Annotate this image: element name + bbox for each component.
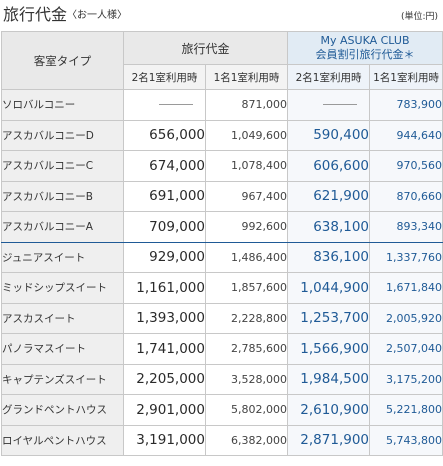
table-row: ジュニアスイート 929,000 1,486,400 836,100 1,337,760 [1,241,443,273]
price-two-person-cell: 1,393,000 [123,302,206,334]
member-price-two-person-cell: 638,100 [287,211,371,243]
header-room-type: 客室タイプ [1,31,124,90]
price-two-person-cell: 929,000 [123,241,206,273]
room-type-cell: ロイヤルペントハウス [1,424,124,456]
member-price-label: 会員割引旅行代金＊ [315,48,415,61]
member-price-one-person-cell: 2,507,040 [369,333,443,365]
subheader-member-two-person: 2名1室利用時 [287,64,371,90]
member-price-one-person-cell: 1,337,760 [369,241,443,273]
member-price-two-person-cell: 2,871,900 [287,424,371,456]
room-type-cell: ソロバルコニー [1,89,124,121]
member-price-two-person-cell: 606,600 [287,150,371,182]
price-one-person-cell: 2,785,600 [204,333,289,365]
room-type-cell: ジュニアスイート [1,241,124,273]
table-row: アスカバルコニーD 656,000 1,049,600 590,400 944,640 [1,119,443,151]
price-two-person-cell: 674,000 [123,150,206,182]
member-price-one-person-cell: 5,743,800 [369,424,443,456]
subheader-member-one-person: 1名1室利用時 [369,64,443,90]
member-price-one-person-cell: 944,640 [369,119,443,151]
table-row: キャプテンズスイート 2,205,000 3,528,000 1,984,500 3,1… [1,363,443,395]
member-price-one-person-cell: 1,671,840 [369,272,443,304]
price-one-person-cell: 3,528,000 [204,363,289,395]
price-one-person-cell: 1,857,600 [204,272,289,304]
table-row: ロイヤルペントハウス 3,191,000 6,382,000 2,871,900 5,7… [1,424,443,456]
not-available-dash [159,104,193,106]
member-price-one-person-cell: 870,660 [369,180,443,212]
price-table: 客室タイプ 旅行代金 My ASUKA CLUB 会員割引旅行代金＊ 2名1室利… [1,31,443,456]
member-price-two-person-cell: 1,984,500 [287,363,371,395]
member-price-one-person-cell: 5,221,800 [369,394,443,426]
table-row: ソロバルコニー 871,000 783,900 [1,89,443,121]
table-row: グランドペントハウス 2,901,000 5,802,000 2,610,900 5,2… [1,394,443,426]
room-type-cell: アスカスイート [1,302,124,334]
unit-note: (単位:円) [400,12,438,22]
price-two-person-cell: 656,000 [123,119,206,151]
page-subtitle: 〈お一人様〉 [67,10,127,21]
subheader-one-person: 1名1室利用時 [204,64,289,90]
member-price-two-person-cell: 2,610,900 [287,394,371,426]
member-price-one-person-cell: 3,175,200 [369,363,443,395]
table-row: アスカバルコニーA 709,000 992,600 638,100 893,340 [1,211,443,243]
table-row: アスカスイート 1,393,000 2,228,800 1,253,700 2,005,… [1,302,443,334]
member-price-one-person-cell: 2,005,920 [369,302,443,334]
price-one-person-cell: 1,078,400 [204,150,289,182]
room-type-cell: キャプテンズスイート [1,363,124,395]
price-one-person-cell: 871,000 [204,89,289,121]
price-two-person-cell [123,89,206,121]
member-price-two-person-cell [287,89,371,121]
room-type-cell: アスカバルコニーB [1,180,124,212]
price-one-person-cell: 992,600 [204,211,289,243]
price-one-person-cell: 967,400 [204,180,289,212]
member-price-two-person-cell: 836,100 [287,241,371,273]
room-type-cell: アスカバルコニーC [1,150,124,182]
not-available-dash [323,104,358,106]
room-type-cell: アスカバルコニーD [1,119,124,151]
room-type-cell: アスカバルコニーA [1,211,124,243]
member-price-one-person-cell: 783,900 [369,89,443,121]
page-header: 旅行代金 〈お一人様〉 (単位:円) [3,5,440,27]
price-two-person-cell: 1,741,000 [123,333,206,365]
member-price-two-person-cell: 1,566,900 [287,333,371,365]
member-price-two-person-cell: 621,900 [287,180,371,212]
member-price-two-person-cell: 1,044,900 [287,272,371,304]
price-two-person-cell: 691,000 [123,180,206,212]
price-two-person-cell: 1,161,000 [123,272,206,304]
member-price-two-person-cell: 590,400 [287,119,371,151]
price-two-person-cell: 709,000 [123,211,206,243]
room-type-cell: パノラマスイート [1,333,124,365]
member-price-one-person-cell: 893,340 [369,211,443,243]
member-price-one-person-cell: 970,560 [369,150,443,182]
price-one-person-cell: 6,382,000 [204,424,289,456]
header-member-price: My ASUKA CLUB 会員割引旅行代金＊ [287,31,443,65]
price-one-person-cell: 5,802,000 [204,394,289,426]
room-type-cell: グランドペントハウス [1,394,124,426]
header-regular-price: 旅行代金 [122,31,289,65]
table-row: アスカバルコニーC 674,000 1,078,400 606,600 970,560 [1,150,443,182]
table-row: アスカバルコニーB 691,000 967,400 621,900 870,660 [1,180,443,212]
price-two-person-cell: 2,901,000 [123,394,206,426]
price-one-person-cell: 2,228,800 [204,302,289,334]
price-two-person-cell: 3,191,000 [123,424,206,456]
room-type-cell: ミッドシップスイート [1,272,124,304]
price-one-person-cell: 1,486,400 [204,241,289,273]
member-club-name: My ASUKA CLUB [320,34,410,47]
price-one-person-cell: 1,049,600 [204,119,289,151]
page-title: 旅行代金 [3,5,68,24]
member-price-two-person-cell: 1,253,700 [287,302,371,334]
table-row: ミッドシップスイート 1,161,000 1,857,600 1,044,900 1,6… [1,272,443,304]
subheader-two-person: 2名1室利用時 [123,64,206,90]
price-two-person-cell: 2,205,000 [123,363,206,395]
table-row: パノラマスイート 1,741,000 2,785,600 1,566,900 2,507… [1,333,443,365]
